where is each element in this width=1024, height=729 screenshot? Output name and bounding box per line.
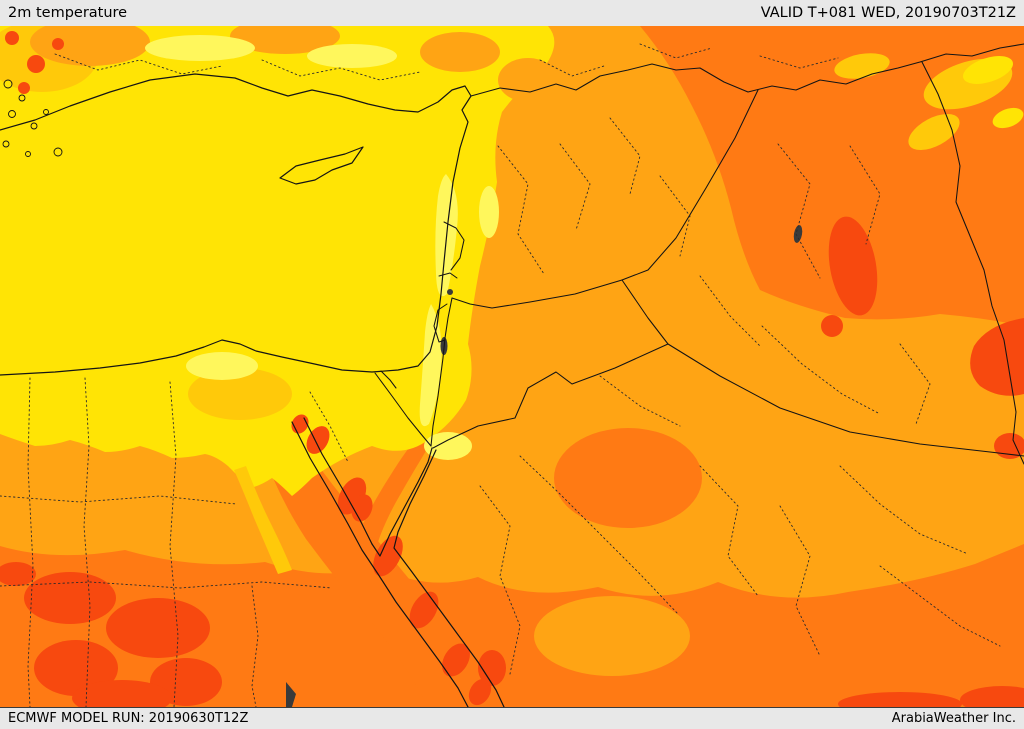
red-speck-aegean-2: [27, 55, 45, 73]
sinai-aqaba-west-shore: [371, 447, 433, 557]
bright-strip-jordan-valley: [419, 304, 442, 427]
border-lebanon-israel: [438, 272, 458, 279]
yellow-patch-zagros-2: [992, 107, 1024, 129]
amber-patch-zagros-2: [908, 113, 960, 151]
water-bodies: [286, 225, 803, 707]
red-blob-egypt-1: [24, 572, 116, 624]
bright-patch-nile-delta: [186, 352, 258, 380]
red-speck-aegean-4: [18, 82, 30, 94]
amber-patch-cairo: [188, 368, 292, 420]
border-israel-egypt: [374, 372, 432, 447]
footer-bar: ECMWF MODEL RUN: 20190630T12Z ArabiaWeat…: [0, 707, 1024, 729]
hot-patch-north-saudi: [554, 428, 702, 528]
cool-region-mediterranean: [0, 26, 555, 496]
temperature-map-svg: [0, 26, 1024, 707]
yellow-patch-zagros-1: [962, 56, 1014, 84]
red-blob-hejaz: [478, 650, 506, 686]
red-chain-redsea-4: [409, 591, 439, 629]
red-strip-bottom-right-2: [960, 686, 1024, 707]
provider-brand: ArabiaWeather Inc.: [891, 711, 1016, 726]
temperature-field: [0, 26, 1024, 707]
orange-patch-turkey-3: [420, 32, 500, 72]
cyprus-island: [279, 146, 364, 185]
orange-patch-turkey-4: [498, 58, 558, 102]
border-syria-iraq: [621, 89, 759, 281]
red-blob-iraq-2: [821, 315, 843, 337]
header-bar: 2m temperature VALID T+081 WED, 20190703…: [0, 0, 1024, 26]
border-jordan-iraq-saudi: [621, 279, 1024, 457]
gulf-suez-east-shore: [303, 417, 373, 545]
valid-time-label: VALID T+081 WED, 20190703T21Z: [760, 5, 1016, 21]
amber-strip-nile: [234, 466, 292, 574]
model-run-label: ECMWF MODEL RUN: 20190630T12Z: [8, 711, 249, 726]
red-blob-kuwait: [994, 433, 1024, 459]
aegean-islands: [2, 79, 63, 157]
bright-patch-turkey-1: [145, 35, 255, 61]
admin-boundaries: [0, 43, 1001, 707]
red-blob-egypt-5: [72, 680, 172, 707]
country-borders: [374, 43, 1024, 465]
mediterranean-coastline: [0, 73, 472, 376]
red-blob-egypt-3: [34, 640, 118, 696]
temperature-map-canvas: [0, 26, 1024, 707]
lake-tharthar: [793, 225, 803, 243]
border-iraq-iran: [921, 61, 1024, 465]
orange-patch-turkey-2: [230, 26, 340, 54]
border-turkey-south: [470, 43, 1024, 97]
border-lebanon-syria: [443, 221, 465, 271]
gulf-suez-west-shore: [291, 421, 469, 707]
sea-of-galilee: [447, 289, 453, 295]
orange-island-bottom-center: [534, 596, 690, 676]
red-blob-egypt-2: [106, 598, 210, 658]
red-speck-aegean-3: [52, 38, 64, 50]
border-syria-jordan: [451, 279, 623, 309]
bright-patch-west-syria: [479, 186, 499, 238]
border-jordan-river-arava: [430, 297, 453, 447]
hot-strip-aqaba: [360, 434, 434, 542]
red-blob-egypt-6: [0, 562, 36, 586]
bright-patch-turkey-2: [307, 44, 397, 68]
red-blob-iraq: [828, 216, 878, 316]
red-chain-redsea-1: [306, 426, 330, 454]
red-chain-redsea-5: [442, 643, 470, 677]
red-chain-redsea-3: [373, 535, 403, 577]
red-speck-aegean-1: [5, 31, 19, 45]
amber-patch-taurus: [834, 53, 890, 79]
aqaba-east-arabian-shore: [393, 449, 505, 707]
hot-region-south: [0, 544, 1024, 707]
border-jordan-saudi: [432, 343, 669, 449]
product-title: 2m temperature: [8, 5, 128, 21]
border-west-bank: [433, 303, 448, 343]
border-gaza: [380, 370, 397, 389]
coastlines: [0, 73, 505, 707]
red-strip-bottom-right-1: [838, 692, 962, 707]
lake-nasser: [286, 682, 296, 707]
red-chain-redsea-6: [468, 678, 492, 706]
bright-patch-negev: [424, 432, 472, 460]
